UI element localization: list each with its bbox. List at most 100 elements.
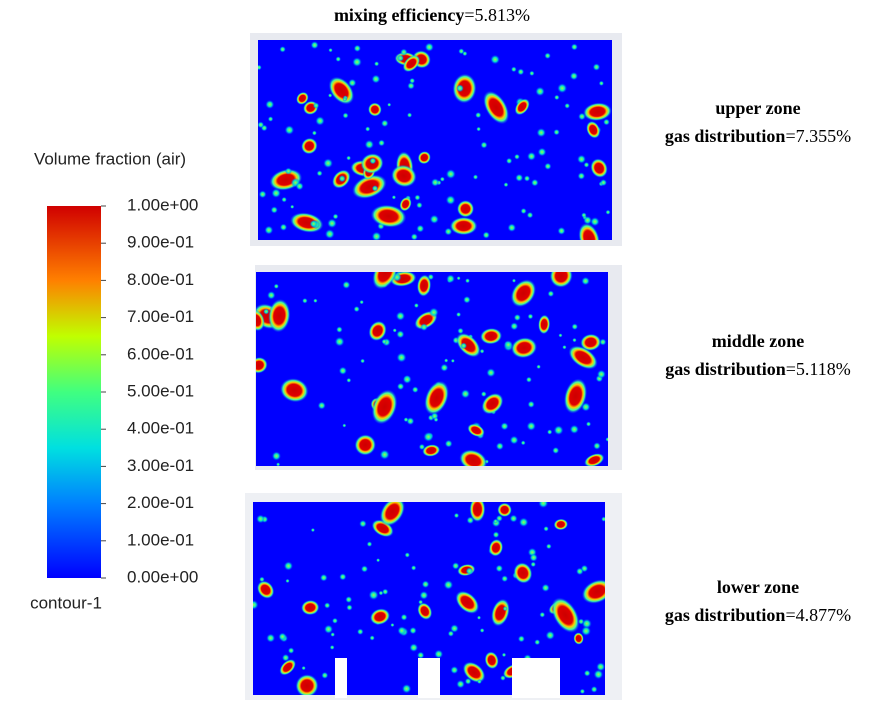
bubble: [342, 280, 351, 289]
bubble: [378, 139, 385, 147]
bubble: [311, 130, 317, 136]
bubble: [346, 155, 352, 161]
bubble: [379, 449, 390, 460]
bubble: [417, 651, 425, 659]
bubble: [323, 158, 333, 169]
bubble: [309, 219, 318, 228]
bubble: [463, 296, 471, 304]
bubble: [324, 624, 334, 634]
bubble: [369, 157, 377, 165]
zone-label: gas distribution: [665, 126, 786, 146]
bubble: [263, 308, 270, 315]
bubble: [553, 425, 564, 436]
bubble: [434, 649, 444, 659]
bubble: [605, 437, 608, 442]
bubble: [547, 290, 555, 298]
bubble: [459, 449, 488, 466]
bubble: [392, 328, 397, 333]
inlet: [512, 658, 560, 698]
bubble: [382, 588, 389, 595]
bubble: [449, 216, 478, 236]
bubble: [357, 628, 364, 635]
bubble: [445, 195, 456, 205]
bubble: [283, 561, 294, 571]
bubble: [467, 423, 485, 438]
bubble: [545, 630, 555, 640]
bubble: [281, 653, 290, 662]
bubble: [581, 276, 590, 286]
bubble: [285, 578, 290, 584]
bubble: [469, 502, 486, 523]
bubble: [578, 222, 600, 240]
bubble: [414, 194, 421, 201]
bubble: [510, 279, 537, 308]
bubble: [557, 83, 568, 94]
bubble: [295, 182, 304, 191]
bubble: [605, 209, 611, 215]
bubble: [423, 431, 434, 442]
bubble: [395, 311, 406, 321]
bubble: [535, 86, 545, 97]
bubble: [281, 196, 287, 203]
bubble: [482, 231, 490, 239]
bubble: [330, 632, 336, 637]
bubble: [319, 573, 328, 582]
colorbar-tick-label: 1.00e+00: [127, 195, 198, 214]
bubble: [266, 633, 276, 643]
bubble: [525, 376, 532, 383]
bubble: [568, 345, 598, 370]
bubble: [276, 462, 281, 466]
bubble: [511, 337, 538, 359]
bubble: [345, 596, 353, 604]
bubble: [338, 366, 347, 375]
zone-distribution: gas distribution=5.118%: [665, 359, 851, 379]
bubble: [486, 368, 496, 378]
bubble: [596, 662, 605, 672]
bubble: [601, 516, 605, 522]
bubble: [348, 78, 357, 87]
bubble: [576, 567, 584, 576]
bubble: [396, 330, 405, 339]
bubble: [527, 151, 536, 161]
bubble: [450, 666, 459, 675]
bubble: [324, 229, 335, 239]
bubble: [444, 358, 449, 363]
title-value: =5.813%: [464, 5, 530, 25]
bubble: [481, 392, 504, 415]
bubble: [590, 686, 598, 693]
bubble: [598, 80, 605, 86]
bubble: [335, 56, 341, 62]
bubble: [583, 102, 612, 122]
bubble: [447, 630, 455, 637]
bubble: [581, 212, 587, 218]
bubble: [446, 274, 455, 284]
bubble: [501, 652, 507, 658]
bubble: [413, 302, 419, 309]
bubble: [371, 389, 398, 425]
bubble: [342, 423, 347, 428]
bubble: [553, 518, 569, 531]
bubble: [265, 99, 275, 109]
bubble: [339, 573, 347, 581]
bubble: [484, 651, 499, 670]
inlet: [335, 658, 347, 698]
bubble: [479, 348, 485, 354]
bubble: [465, 278, 471, 284]
bubble: [302, 297, 308, 304]
bubble: [500, 675, 506, 681]
bubble: [439, 176, 445, 182]
zone-name: upper zone: [715, 98, 800, 118]
bubble: [526, 421, 536, 431]
bubble: [404, 552, 410, 558]
bubble: [279, 46, 286, 53]
bubble: [374, 61, 380, 67]
bubble: [273, 283, 279, 289]
bubble: [409, 643, 419, 652]
bubble: [258, 121, 265, 129]
bubble: [502, 606, 508, 612]
bubble: [451, 562, 460, 570]
bubble: [511, 278, 517, 283]
bubble: [368, 320, 387, 342]
bubble: [267, 116, 274, 122]
